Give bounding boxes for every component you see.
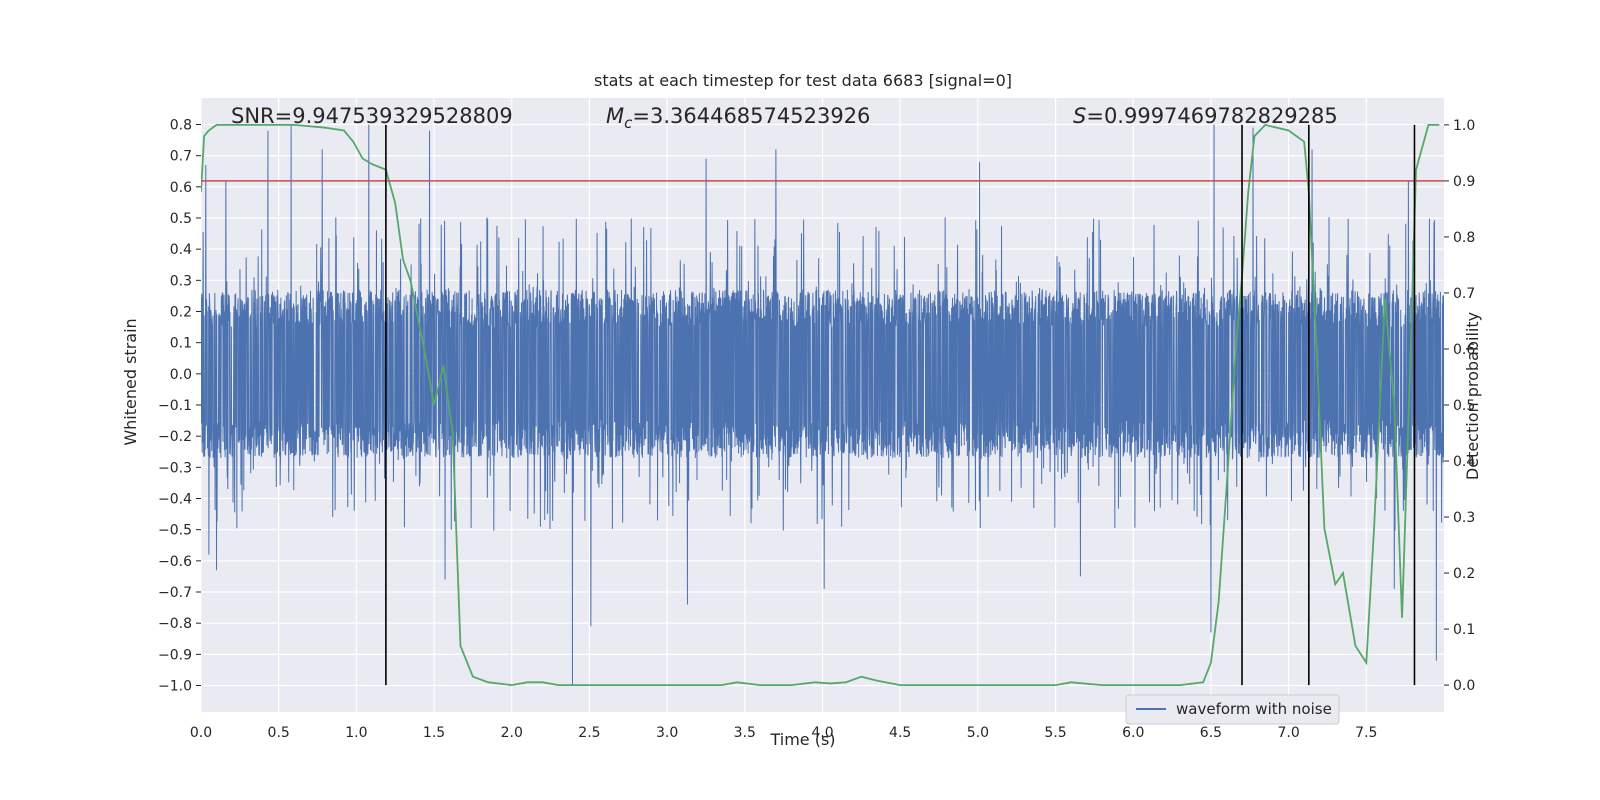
y-tick-label: 0.0: [170, 367, 192, 383]
legend: waveform with noise: [1125, 694, 1340, 725]
y2-tick-label: 0.3: [1453, 510, 1475, 526]
x-tick-label: 6.0: [1122, 725, 1144, 741]
y-tick-label: −0.9: [158, 647, 192, 663]
x-tick-label: 0.0: [190, 725, 212, 741]
y-tick-label: 0.8: [170, 117, 192, 133]
mc-subscript: c: [624, 114, 633, 132]
y-tick-label: 0.4: [170, 242, 192, 258]
y2-tick-label: 0.7: [1453, 286, 1475, 302]
x-tick-label: 4.5: [889, 725, 911, 741]
y-tick-label: −1.0: [158, 679, 192, 695]
x-tick-label: 7.5: [1355, 725, 1377, 741]
y2-tick-label: 1.0: [1453, 118, 1475, 134]
y2-tick-label: 0.6: [1453, 342, 1475, 358]
y2-axis-ticks: 1.0 0.9 0.8 0.7 0.6 0.5 0.4 0.3 0.2 0.1 0.0: [1444, 118, 1475, 694]
s-prefix: S: [1073, 104, 1086, 128]
x-tick-label: 0.5: [268, 725, 290, 741]
x-axis-ticks: 0.0 0.5 1.0 1.5 2.0 2.5 3.0 3.5 4.0 4.5 5.0 5.5 6.0 6…: [190, 725, 1378, 741]
detection-probability-series: [201, 123, 1440, 687]
legend-box: [1125, 694, 1340, 725]
y-tick-label: −0.8: [158, 616, 192, 632]
y2-tick-label: 0.0: [1453, 678, 1475, 694]
y-tick-label: 0.7: [170, 149, 192, 165]
mc-annotation: Mc=3.364468574523926: [606, 104, 870, 132]
plot-content: [201, 123, 1444, 687]
y-axis-ticks: 0.8 0.7 0.6 0.5 0.4 0.3 0.2 0.1 0.0 −0.1 −0.2 −0.3 −…: [158, 117, 201, 695]
y-tick-label: 0.3: [170, 273, 192, 289]
y-tick-label: −0.6: [158, 554, 192, 570]
x-tick-label: 7.0: [1277, 725, 1299, 741]
y-tick-label: 0.6: [170, 180, 192, 196]
s-value: =0.9997469782829285: [1086, 104, 1337, 128]
y-tick-label: 0.1: [170, 336, 192, 352]
x-tick-label: 5.0: [967, 725, 989, 741]
x-tick-label: 5.5: [1044, 725, 1066, 741]
snr-annotation: SNR=9.947539329528809: [231, 104, 513, 128]
chart-title: stats at each timestep for test data 668…: [594, 71, 1012, 90]
y-tick-label: −0.4: [158, 492, 192, 508]
y-tick-label: 0.2: [170, 304, 192, 320]
y2-tick-label: 0.9: [1453, 174, 1475, 190]
y2-tick-label: 0.4: [1453, 454, 1475, 470]
y-tick-label: −0.1: [158, 398, 192, 414]
vertical-markers: [385, 124, 1416, 686]
x-tick-label: 2.5: [578, 725, 600, 741]
y2-tick-label: 0.8: [1453, 230, 1475, 246]
y-axis-label: Whitened strain: [121, 318, 140, 445]
y-tick-label: 0.5: [170, 211, 192, 227]
y2-tick-label: 0.1: [1453, 622, 1475, 638]
x-tick-label: 1.0: [345, 725, 367, 741]
x-tick-label: 3.5: [734, 725, 756, 741]
x-tick-label: 6.5: [1200, 725, 1222, 741]
y2-axis-label: Detection probability: [1463, 312, 1482, 480]
y2-tick-label: 0.5: [1453, 398, 1475, 414]
y-tick-label: −0.5: [158, 523, 192, 539]
waveform-with-noise-series: [201, 124, 1444, 686]
legend-label-waveform: waveform with noise: [1176, 700, 1332, 718]
y-tick-label: −0.2: [158, 429, 192, 445]
y-tick-label: −0.3: [158, 460, 192, 476]
x-axis-label: Time (s): [769, 730, 835, 749]
y-tick-label: −0.7: [158, 585, 192, 601]
x-tick-label: 4.0: [811, 725, 833, 741]
s-annotation: S=0.9997469782829285: [1073, 104, 1338, 128]
x-tick-label: 1.5: [423, 725, 445, 741]
x-tick-label: 2.0: [501, 725, 523, 741]
y2-tick-label: 0.2: [1453, 566, 1475, 582]
x-tick-label: 3.0: [656, 725, 678, 741]
mc-prefix: M: [606, 104, 624, 128]
mc-value: =3.364468574523926: [632, 104, 870, 128]
